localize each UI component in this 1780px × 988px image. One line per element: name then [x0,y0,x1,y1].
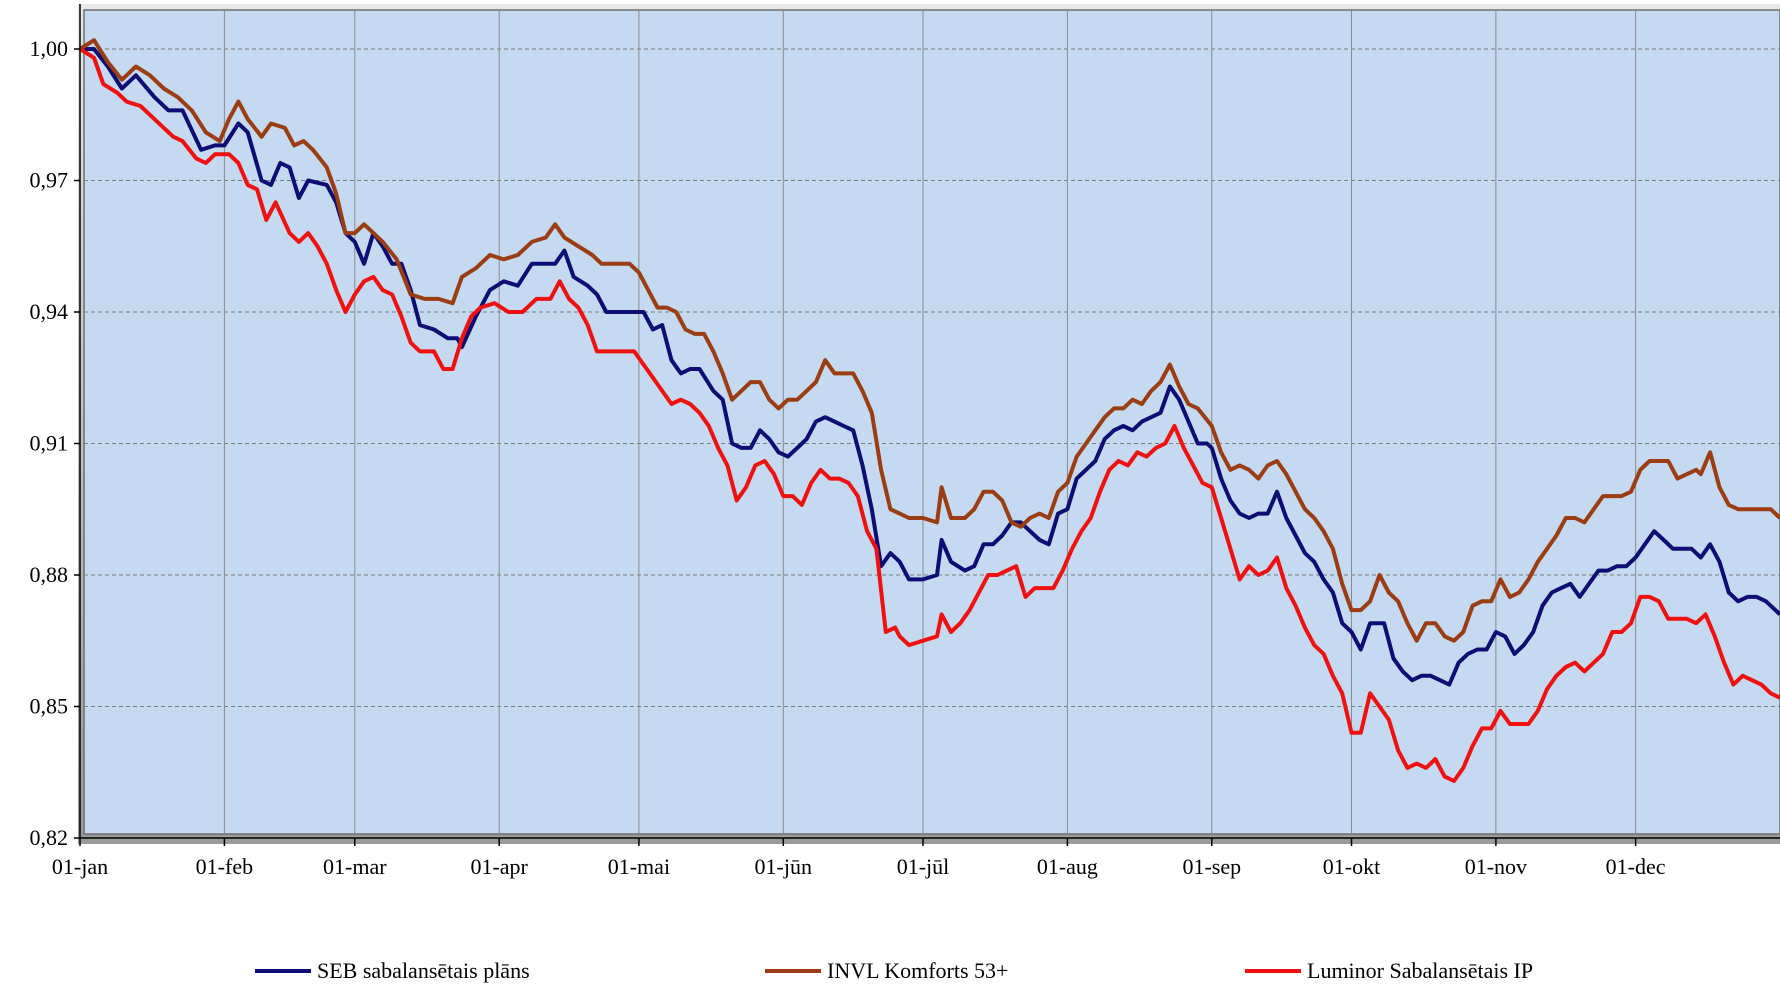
x-tick-label-1: 01-feb [196,854,253,879]
x-tick-label-9: 01-okt [1323,854,1380,879]
x-tick-label-8: 01-sep [1182,854,1241,879]
y-tick-label-3: 0,91 [30,431,69,456]
grid-lines [84,10,1780,834]
x-tick-label-3: 01-apr [470,854,528,879]
x-axis-ticks: 01-jan 01-feb 01-mar 01-apr 01-mai 01-jūn 01-j… [52,838,1666,879]
y-tick-label-1: 0,85 [30,694,69,719]
x-tick-label-6: 01-jūl [897,854,950,879]
plot-area [83,9,1780,835]
y-tick-label-4: 0,94 [30,299,69,324]
x-tick-label-4: 01-mai [608,854,670,879]
y-axis-ticks: 0,82 0,85 0,88 0,91 0,94 0,97 1,00 [30,36,80,850]
axes [79,4,1780,839]
y-tick-label-6: 1,00 [30,36,69,61]
y-tick-label-2: 0,88 [30,562,69,587]
series-line-2 [78,47,1780,783]
y-tick-label-5: 0,97 [30,168,69,193]
series-line-1 [78,38,1780,643]
series-lines [78,38,1780,783]
x-tick-label-10: 01-nov [1465,854,1527,879]
x-tick-label-11: 01-dec [1606,854,1666,879]
x-tick-label-7: 01-aug [1037,854,1098,879]
x-tick-label-0: 01-jan [52,854,108,879]
x-tick-label-2: 01-mar [323,854,387,879]
x-tick-label-5: 01-jūn [755,854,812,879]
plot-frame [78,4,1780,844]
y-tick-label-0: 0,82 [30,825,69,850]
